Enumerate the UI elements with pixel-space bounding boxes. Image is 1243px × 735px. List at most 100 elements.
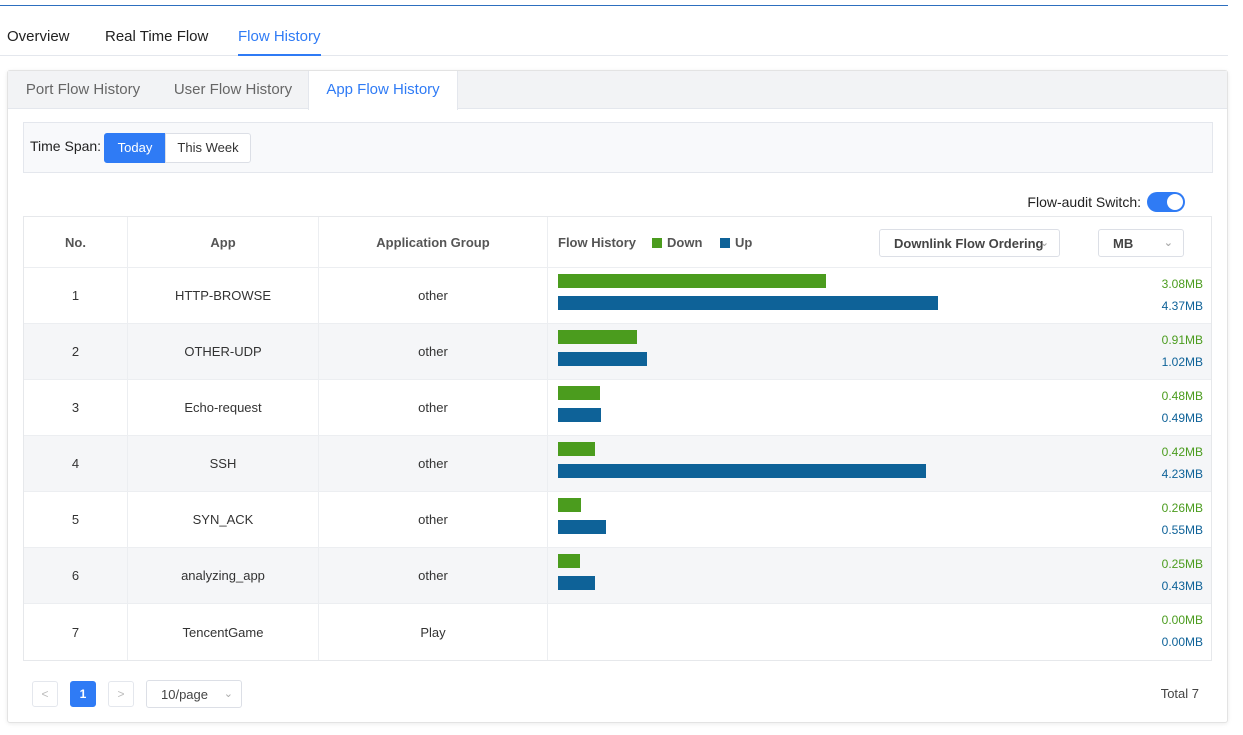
chevron-down-icon: ⌄ [1163, 237, 1173, 249]
up-flow-bar [558, 352, 647, 366]
legend-up-swatch [720, 237, 730, 248]
row-application-group: other [319, 492, 548, 547]
row-no: 3 [24, 380, 128, 435]
page-size-select[interactable]: 10/page ⌄ [146, 680, 242, 708]
row-app: SSH [128, 436, 319, 491]
unit-select[interactable]: MB ⌄ [1098, 229, 1184, 257]
up-flow-bar [558, 520, 606, 534]
legend-down: Down [652, 235, 702, 250]
chevron-down-icon: ⌄ [223, 688, 233, 700]
row-no: 6 [24, 548, 128, 603]
next-page-button[interactable]: > [108, 681, 134, 707]
tab-flow-history[interactable]: Flow History [238, 28, 321, 56]
ordering-select[interactable]: Downlink Flow Ordering ⌄ [879, 229, 1060, 257]
down-flow-bar [558, 554, 580, 568]
row-app: SYN_ACK [128, 492, 319, 547]
down-flow-value: 0.42MB [1161, 445, 1203, 459]
row-application-group: other [319, 324, 548, 379]
row-no: 5 [24, 492, 128, 547]
row-app: HTTP-BROWSE [128, 268, 319, 323]
legend-down-swatch [652, 237, 662, 248]
row-app: OTHER-UDP [128, 324, 319, 379]
row-flow-history: 0.26MB 0.55MB [548, 492, 1213, 547]
down-flow-bar [558, 442, 595, 456]
row-application-group: Play [319, 604, 548, 660]
row-flow-history: 0.00MB 0.00MB [548, 604, 1213, 660]
total-count: Total 7 [1160, 686, 1199, 701]
flow-history-title: Flow History [558, 235, 637, 250]
table-row: 4 SSH other 0.42MB 4.23MB [24, 436, 1211, 492]
row-application-group: other [319, 268, 548, 323]
flow-audit-label: Flow-audit Switch: [1027, 194, 1141, 210]
pagination: < 1 > 10/page ⌄ [32, 680, 242, 708]
legend-up: Up [720, 235, 752, 250]
row-flow-history: 0.91MB 1.02MB [548, 324, 1213, 379]
legend-down-label: Down [667, 235, 703, 250]
flow-audit-toggle[interactable] [1147, 192, 1185, 212]
down-flow-value: 0.26MB [1161, 501, 1203, 515]
time-span-filter: Time Span: Today This Week [23, 122, 1213, 173]
down-flow-bar [558, 330, 637, 344]
row-app: TencentGame [128, 604, 319, 660]
down-flow-value: 0.25MB [1161, 557, 1203, 571]
tab-real-time-flow[interactable]: Real Time Flow [105, 28, 209, 45]
up-flow-value: 4.37MB [1161, 299, 1203, 313]
app-flow-table: No. App Application Group Flow History D… [23, 216, 1212, 661]
up-flow-value: 0.55MB [1161, 523, 1203, 537]
down-flow-bar [558, 274, 826, 288]
table-row: 2 OTHER-UDP other 0.91MB 1.02MB [24, 324, 1211, 380]
prev-page-button[interactable]: < [32, 681, 58, 707]
row-flow-history: 0.42MB 4.23MB [548, 436, 1213, 491]
tab-user-flow-history[interactable]: User Flow History [173, 81, 293, 98]
toggle-knob [1167, 194, 1183, 210]
this-week-button[interactable]: This Week [165, 133, 251, 163]
tab-app-flow-history[interactable]: App Flow History [308, 71, 458, 110]
row-application-group: other [319, 548, 548, 603]
row-application-group: other [319, 436, 548, 491]
row-no: 2 [24, 324, 128, 379]
sub-tab-bar: Port Flow History User Flow History App … [8, 71, 1227, 110]
up-flow-value: 4.23MB [1161, 467, 1203, 481]
header-no: No. [24, 217, 128, 267]
down-flow-bar [558, 498, 581, 512]
header-app: App [128, 217, 319, 267]
top-tab-bar: Overview Real Time Flow Flow History [0, 18, 1228, 56]
down-flow-value: 0.48MB [1161, 389, 1203, 403]
up-flow-bar [558, 576, 595, 590]
row-application-group: other [319, 380, 548, 435]
header-application-group: Application Group [319, 217, 548, 267]
flow-history-panel: Port Flow History User Flow History App … [7, 70, 1228, 723]
tab-overview[interactable]: Overview [7, 28, 70, 45]
up-flow-value: 1.02MB [1161, 355, 1203, 369]
up-flow-bar [558, 464, 926, 478]
up-flow-bar [558, 408, 601, 422]
today-button[interactable]: Today [104, 133, 166, 163]
page-1-button[interactable]: 1 [70, 681, 96, 707]
down-flow-bar [558, 386, 600, 400]
up-flow-value: 0.43MB [1161, 579, 1203, 593]
chevron-down-icon: ⌄ [1039, 237, 1049, 249]
page-size-value: 10/page [161, 686, 208, 702]
flow-audit-switch-row: Flow-audit Switch: [1027, 192, 1185, 212]
row-no: 7 [24, 604, 128, 660]
chevron-left-icon: < [41, 687, 49, 701]
down-flow-value: 0.00MB [1161, 613, 1203, 627]
down-flow-value: 0.91MB [1161, 333, 1203, 347]
up-flow-bar [558, 296, 938, 310]
legend-up-label: Up [735, 235, 753, 250]
tab-port-flow-history[interactable]: Port Flow History [25, 81, 141, 98]
row-app: analyzing_app [128, 548, 319, 603]
row-flow-history: 3.08MB 4.37MB [548, 268, 1213, 323]
row-flow-history: 0.25MB 0.43MB [548, 548, 1213, 603]
header-flow-history: Flow History Down Up Downlink Flow Order… [548, 217, 1213, 267]
down-flow-value: 3.08MB [1161, 277, 1203, 291]
up-flow-value: 0.00MB [1161, 635, 1203, 649]
chevron-right-icon: > [117, 687, 125, 701]
table-row: 1 HTTP-BROWSE other 3.08MB 4.37MB [24, 268, 1211, 324]
time-span-label: Time Span: [30, 138, 102, 154]
up-flow-value: 0.49MB [1161, 411, 1203, 425]
table-row: 7 TencentGame Play 0.00MB 0.00MB [24, 604, 1211, 660]
table-row: 3 Echo-request other 0.48MB 0.49MB [24, 380, 1211, 436]
ordering-select-value: Downlink Flow Ordering [894, 235, 1044, 251]
table-row: 5 SYN_ACK other 0.26MB 0.55MB [24, 492, 1211, 548]
